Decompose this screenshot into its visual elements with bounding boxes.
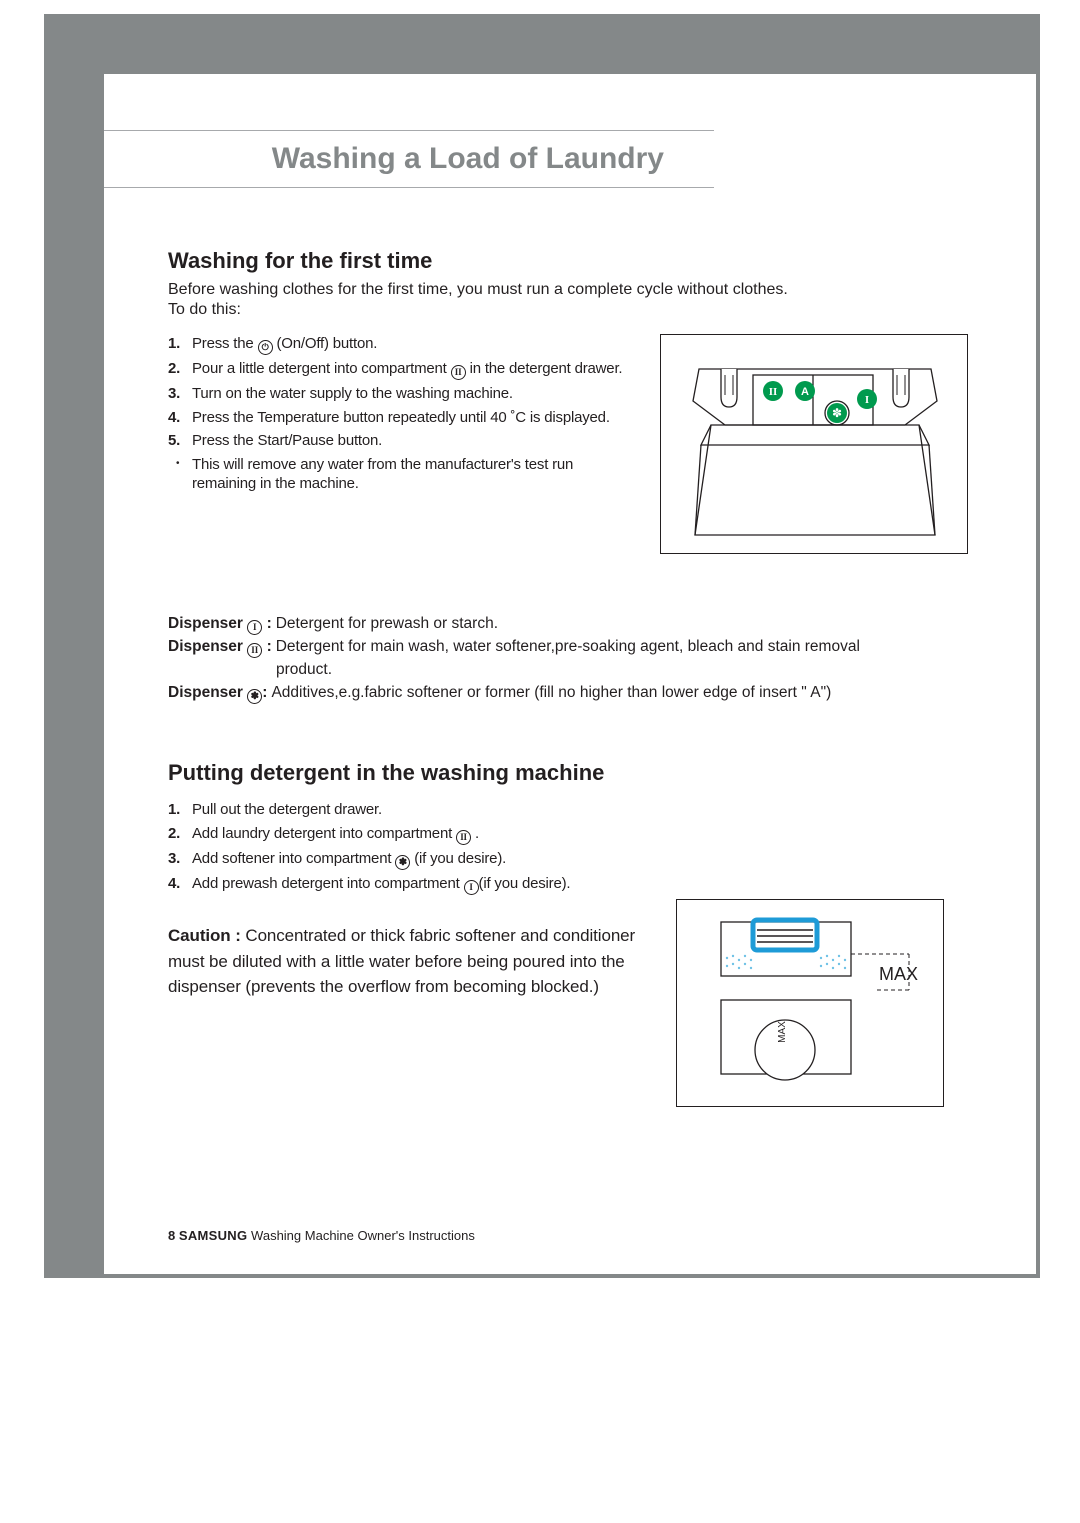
max-label: MAX bbox=[879, 964, 918, 984]
content-area: Washing for the first time Before washin… bbox=[168, 248, 968, 1107]
footer: 8 SAMSUNG Washing Machine Owner's Instru… bbox=[168, 1228, 475, 1243]
footer-brand: SAMSUNG bbox=[179, 1228, 248, 1243]
step-5: Press the Start/Pause button. bbox=[168, 431, 632, 451]
step-3: Turn on the water supply to the washing … bbox=[168, 384, 632, 404]
side-gray-bar bbox=[44, 14, 104, 1278]
softener-diagram: MAX MAX bbox=[676, 899, 944, 1107]
drawer-svg: II A ✽ I bbox=[661, 335, 969, 555]
power-icon: ⏻ bbox=[258, 340, 273, 355]
s2-step-1: Pull out the detergent drawer. bbox=[168, 800, 968, 820]
dispenser-2-cont: product. bbox=[168, 660, 968, 681]
svg-text:A: A bbox=[801, 386, 809, 398]
footer-text: Washing Machine Owner's Instructions bbox=[251, 1228, 475, 1243]
section1-note: This will remove any water from the manu… bbox=[168, 455, 632, 494]
step-1: Press the ⏻ (On/Off) button. bbox=[168, 334, 632, 355]
s2-step-2: Add laundry detergent into compartment I… bbox=[168, 824, 968, 845]
section1-columns: Press the ⏻ (On/Off) button. Pour a litt… bbox=[168, 334, 968, 554]
step-2: Pour a little detergent into compartment… bbox=[168, 359, 632, 380]
section1-steps-col: Press the ⏻ (On/Off) button. Pour a litt… bbox=[168, 334, 632, 494]
section2-steps: Pull out the detergent drawer. Add laund… bbox=[168, 800, 968, 895]
s2-step-4: Add prewash detergent into compartment I… bbox=[168, 874, 968, 895]
page-number: 8 bbox=[168, 1228, 175, 1243]
caution-text: Caution : Concentrated or thick fabric s… bbox=[168, 923, 648, 1000]
drawer-diagram: II A ✽ I bbox=[660, 334, 968, 554]
compartment-ii-icon: II bbox=[451, 365, 466, 380]
compartment-i-icon: I bbox=[247, 620, 262, 635]
dispenser-1: Dispenser I : Detergent for prewash or s… bbox=[168, 614, 968, 635]
step-4: Press the Temperature button repeatedly … bbox=[168, 408, 632, 428]
softener-icon: ✽ bbox=[247, 689, 262, 704]
dispenser-2: Dispenser II : Detergent for main wash, … bbox=[168, 637, 968, 658]
side-max-label: MAX bbox=[777, 1021, 788, 1043]
softener-icon: ✽ bbox=[395, 855, 410, 870]
top-gray-bar bbox=[44, 14, 1040, 74]
section2-heading: Putting detergent in the washing machine bbox=[168, 760, 968, 786]
dispenser-3: Dispenser ✽: Additives,e.g.fabric soften… bbox=[168, 683, 968, 705]
section1-heading: Washing for the first time bbox=[168, 248, 968, 274]
section1-steps: Press the ⏻ (On/Off) button. Pour a litt… bbox=[168, 334, 632, 451]
svg-text:✽: ✽ bbox=[832, 406, 842, 420]
section2-columns: Caution : Concentrated or thick fabric s… bbox=[168, 899, 968, 1107]
s2-step-3: Add softener into compartment ✽ (if you … bbox=[168, 849, 968, 871]
dispenser-definitions: Dispenser I : Detergent for prewash or s… bbox=[168, 614, 968, 704]
compartment-ii-icon: II bbox=[247, 643, 262, 658]
compartment-ii-icon: II bbox=[456, 830, 471, 845]
softener-svg: MAX MAX bbox=[677, 900, 945, 1108]
svg-text:II: II bbox=[769, 386, 778, 398]
section2: Putting detergent in the washing machine… bbox=[168, 760, 968, 1107]
page-title: Washing a Load of Laundry bbox=[272, 142, 664, 176]
title-band: Washing a Load of Laundry bbox=[104, 130, 714, 188]
section1-intro: Before washing clothes for the first tim… bbox=[168, 280, 968, 320]
compartment-i-icon: I bbox=[464, 880, 479, 895]
note-item: This will remove any water from the manu… bbox=[168, 455, 632, 494]
svg-text:I: I bbox=[865, 394, 869, 406]
